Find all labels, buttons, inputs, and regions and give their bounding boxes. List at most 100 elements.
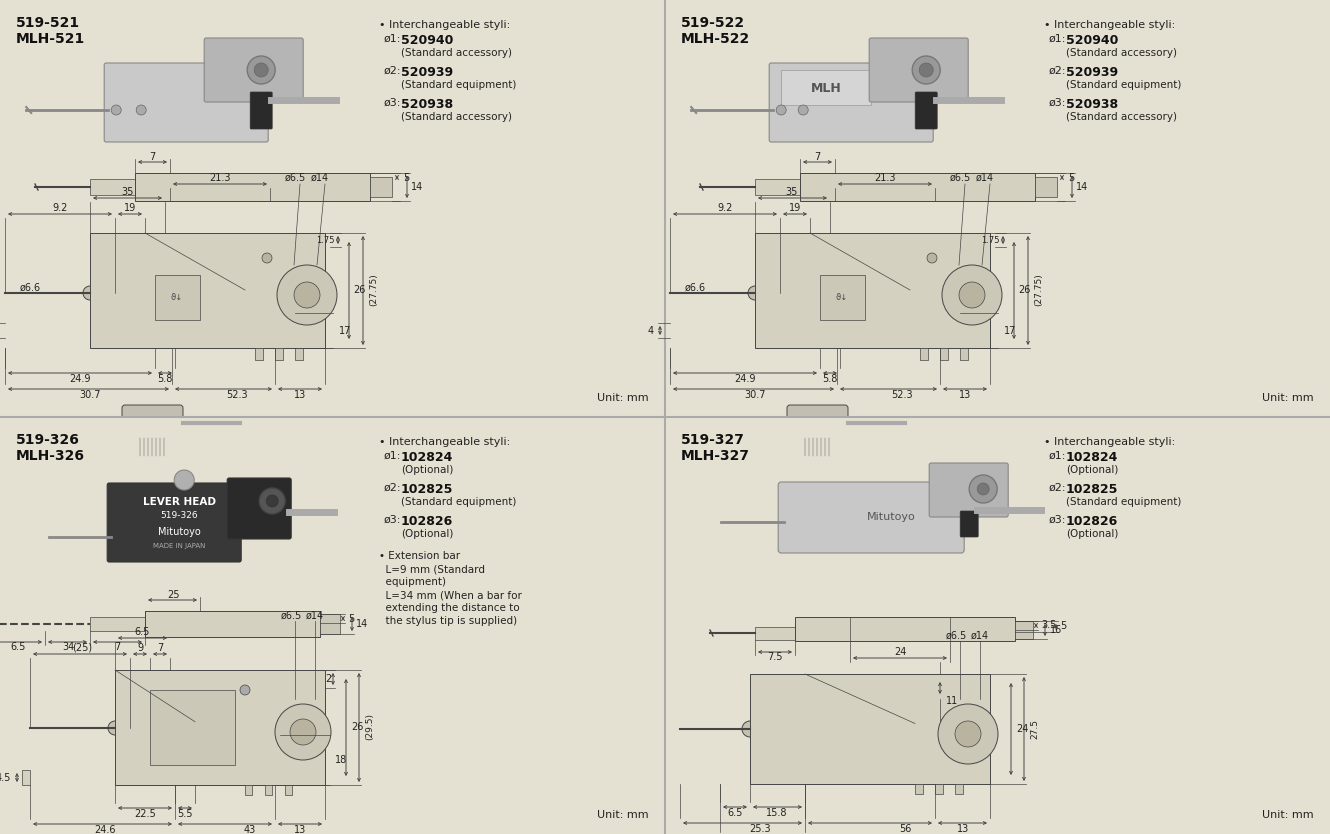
Text: 102826: 102826 bbox=[1067, 515, 1119, 528]
Text: 25: 25 bbox=[166, 590, 180, 600]
Bar bbox=[23, 770, 31, 785]
Text: 5.5: 5.5 bbox=[177, 809, 193, 819]
Text: Unit: mm: Unit: mm bbox=[1262, 810, 1314, 820]
FancyBboxPatch shape bbox=[108, 483, 241, 562]
Text: 24: 24 bbox=[894, 647, 906, 657]
Text: (29.5): (29.5) bbox=[364, 714, 374, 741]
Text: MLH: MLH bbox=[811, 82, 842, 94]
Text: ø6.5: ø6.5 bbox=[946, 631, 967, 641]
Text: (27.75): (27.75) bbox=[368, 274, 378, 306]
FancyBboxPatch shape bbox=[915, 92, 938, 129]
Text: • Interchangeable styli:: • Interchangeable styli: bbox=[379, 20, 511, 30]
Bar bbox=[755, 179, 801, 195]
FancyBboxPatch shape bbox=[250, 92, 273, 129]
Circle shape bbox=[247, 56, 275, 84]
Text: 520938: 520938 bbox=[402, 98, 454, 111]
Text: 7: 7 bbox=[114, 642, 120, 652]
Circle shape bbox=[927, 253, 938, 263]
Text: (Standard accessory): (Standard accessory) bbox=[402, 48, 512, 58]
Text: ø14: ø14 bbox=[311, 173, 329, 183]
Bar bbox=[245, 785, 251, 795]
Text: 17: 17 bbox=[1004, 326, 1016, 336]
Text: 1.75: 1.75 bbox=[317, 235, 335, 244]
Bar bbox=[150, 690, 235, 765]
Bar bbox=[795, 617, 1015, 641]
Text: 11: 11 bbox=[946, 696, 958, 706]
Text: 102825: 102825 bbox=[402, 483, 454, 496]
Text: 5.8: 5.8 bbox=[822, 374, 838, 384]
Text: 19: 19 bbox=[789, 203, 801, 213]
FancyBboxPatch shape bbox=[870, 38, 968, 102]
Text: MLH-522: MLH-522 bbox=[681, 32, 750, 46]
Text: ø14: ø14 bbox=[306, 611, 325, 621]
Circle shape bbox=[174, 470, 194, 490]
FancyBboxPatch shape bbox=[227, 478, 291, 539]
Bar bbox=[750, 674, 990, 784]
Text: 519-327: 519-327 bbox=[681, 433, 745, 447]
Circle shape bbox=[763, 286, 777, 300]
Text: ø14: ø14 bbox=[976, 173, 994, 183]
FancyBboxPatch shape bbox=[787, 405, 849, 441]
Circle shape bbox=[919, 63, 934, 77]
Text: 14: 14 bbox=[356, 619, 368, 629]
Text: (Standard accessory): (Standard accessory) bbox=[1067, 112, 1177, 122]
Text: MLH-521: MLH-521 bbox=[16, 32, 85, 46]
Text: ø3:: ø3: bbox=[1049, 98, 1067, 108]
Circle shape bbox=[82, 286, 97, 300]
Bar bbox=[114, 670, 325, 785]
Bar bbox=[1035, 177, 1057, 197]
Text: • Interchangeable styli:: • Interchangeable styli: bbox=[379, 437, 511, 447]
Text: 7: 7 bbox=[814, 152, 821, 162]
Text: 5: 5 bbox=[403, 173, 410, 183]
Circle shape bbox=[978, 483, 990, 495]
Text: 16: 16 bbox=[1049, 625, 1063, 635]
Text: ø6.5: ø6.5 bbox=[950, 173, 971, 183]
Text: ø2:: ø2: bbox=[1049, 483, 1067, 493]
Text: 520939: 520939 bbox=[1067, 66, 1119, 79]
Bar bbox=[136, 173, 370, 201]
Text: (Standard accessory): (Standard accessory) bbox=[1067, 48, 1177, 58]
Text: 6.5: 6.5 bbox=[134, 627, 150, 637]
Bar bbox=[145, 611, 321, 637]
Bar bbox=[665, 0, 1330, 417]
Text: 26: 26 bbox=[351, 722, 363, 732]
Circle shape bbox=[259, 488, 285, 514]
Text: extending the distance to: extending the distance to bbox=[379, 603, 520, 613]
Text: 9.2: 9.2 bbox=[717, 203, 733, 213]
Text: 1.75: 1.75 bbox=[982, 235, 1000, 244]
Text: 4.5: 4.5 bbox=[0, 773, 11, 783]
FancyBboxPatch shape bbox=[122, 405, 184, 441]
Text: 13: 13 bbox=[294, 390, 306, 400]
FancyBboxPatch shape bbox=[769, 63, 934, 142]
Text: 5.8: 5.8 bbox=[157, 374, 173, 384]
Text: equipment): equipment) bbox=[379, 577, 446, 587]
Text: ø1:: ø1: bbox=[384, 451, 402, 461]
Text: 6.5: 6.5 bbox=[11, 642, 25, 652]
Text: 18: 18 bbox=[335, 755, 347, 765]
Text: ø14: ø14 bbox=[971, 631, 990, 641]
Text: Mitutoyo: Mitutoyo bbox=[867, 512, 915, 522]
FancyBboxPatch shape bbox=[205, 38, 303, 102]
Text: 52.3: 52.3 bbox=[226, 390, 247, 400]
Circle shape bbox=[938, 704, 998, 764]
Text: 102824: 102824 bbox=[402, 451, 454, 464]
Text: 7: 7 bbox=[157, 643, 164, 653]
Text: ø2:: ø2: bbox=[384, 483, 402, 493]
Bar bbox=[802, 438, 834, 456]
Circle shape bbox=[275, 704, 331, 760]
Text: 9.2: 9.2 bbox=[52, 203, 68, 213]
Text: (Optional): (Optional) bbox=[1067, 465, 1119, 475]
Text: • Interchangeable styli:: • Interchangeable styli: bbox=[1044, 20, 1176, 30]
Text: (Optional): (Optional) bbox=[402, 529, 454, 539]
Text: (Standard equipment): (Standard equipment) bbox=[1067, 80, 1181, 90]
Text: ø6.5: ø6.5 bbox=[285, 173, 306, 183]
Circle shape bbox=[942, 265, 1001, 325]
Text: 21.3: 21.3 bbox=[874, 173, 895, 183]
Text: (Standard equipment): (Standard equipment) bbox=[402, 497, 516, 507]
Text: 519-326: 519-326 bbox=[16, 433, 80, 447]
Text: 520939: 520939 bbox=[402, 66, 454, 79]
Circle shape bbox=[239, 685, 250, 695]
Text: 24.6: 24.6 bbox=[94, 825, 116, 834]
Text: 519-522: 519-522 bbox=[681, 16, 745, 30]
Text: 24: 24 bbox=[1016, 724, 1028, 734]
